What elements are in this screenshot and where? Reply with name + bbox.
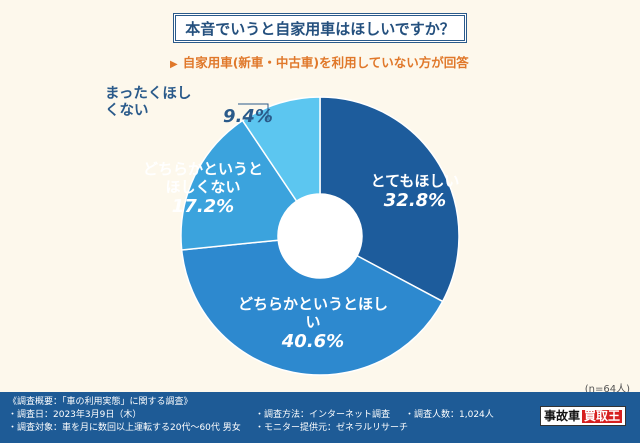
survey-date: ・調査日：2023年3月9日（木） <box>8 410 142 420</box>
label-not-at-all: まったくほしくない 9.4% <box>105 86 273 127</box>
page-title: 本音でいうと自家用車はほしいですか？ <box>173 13 467 43</box>
survey-target: ・調査対象：車を月に数回以上運転する20代～60代 男女 <box>8 423 241 433</box>
label-very-want: とてもほしい 32.8% <box>370 172 460 211</box>
survey-overview: 《調査概要：「車の利用実態」に関する調査》 <box>8 397 193 407</box>
logo: 事故車 買取王 <box>540 406 626 426</box>
label-somewhat-not-want: どちらかというとほしくない 17.2% <box>142 160 263 217</box>
subtitle-text: 自家用車(新車・中古車)を利用していない方が回答 <box>182 55 469 70</box>
label-somewhat-want: どちらかというとほしい 40.6% <box>238 295 389 352</box>
sample-size: (n=64人) <box>584 384 630 395</box>
subtitle: ▶ 自家用車(新車・中古車)を利用していない方が回答 <box>170 52 490 71</box>
survey-provider: ・モニター提供元：ゼネラルリサーチ <box>255 423 409 433</box>
donut-hole <box>278 194 362 278</box>
survey-method: ・調査方法：インターネット調査 <box>255 410 391 420</box>
triangle-icon: ▶ <box>170 59 178 70</box>
footer: 《調査概要：「車の利用実態」に関する調査》 ・調査日：2023年3月9日（木） … <box>0 392 640 443</box>
survey-count: ・調査人数：1,024人 <box>405 410 494 420</box>
